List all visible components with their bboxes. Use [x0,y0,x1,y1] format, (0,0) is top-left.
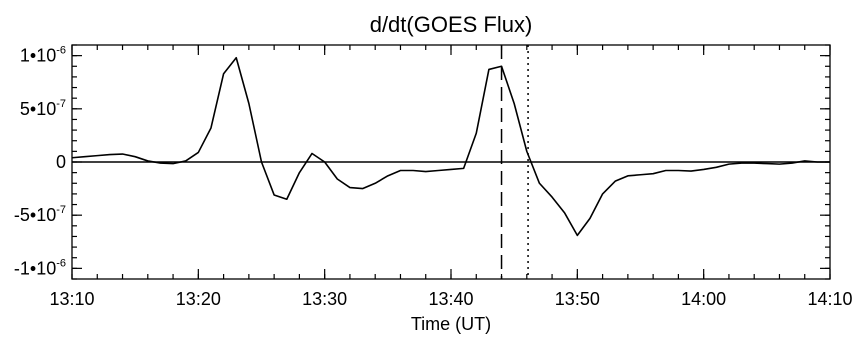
y-tick-label: 0 [56,152,66,172]
y-tick-label: 5•10-7 [20,98,66,119]
x-tick-label: 13:10 [49,289,94,309]
x-axis-label: Time (UT) [411,314,491,334]
x-tick-label: 14:00 [681,289,726,309]
x-tick-label: 14:10 [807,289,852,309]
series-line [71,56,830,237]
x-tick-label: 13:40 [428,289,473,309]
chart-title: d/dt(GOES Flux) [370,12,533,37]
y-tick-label: 1•10-6 [20,45,66,66]
y-tick-labels: 1•10-6 5•10-7 0 -5•10-7 -1•10-6 [14,45,66,279]
axis-ticks [71,44,831,280]
x-tick-label: 13:30 [302,289,347,309]
y-tick-label: -5•10-7 [14,204,66,225]
x-tick-labels: 13:10 13:20 13:30 13:40 13:50 14:00 14:10 [49,289,852,309]
vertical-markers [500,45,529,279]
x-tick-label: 13:20 [176,289,221,309]
x-tick-label: 13:50 [555,289,600,309]
y-tick-label: -1•10-6 [14,257,66,278]
